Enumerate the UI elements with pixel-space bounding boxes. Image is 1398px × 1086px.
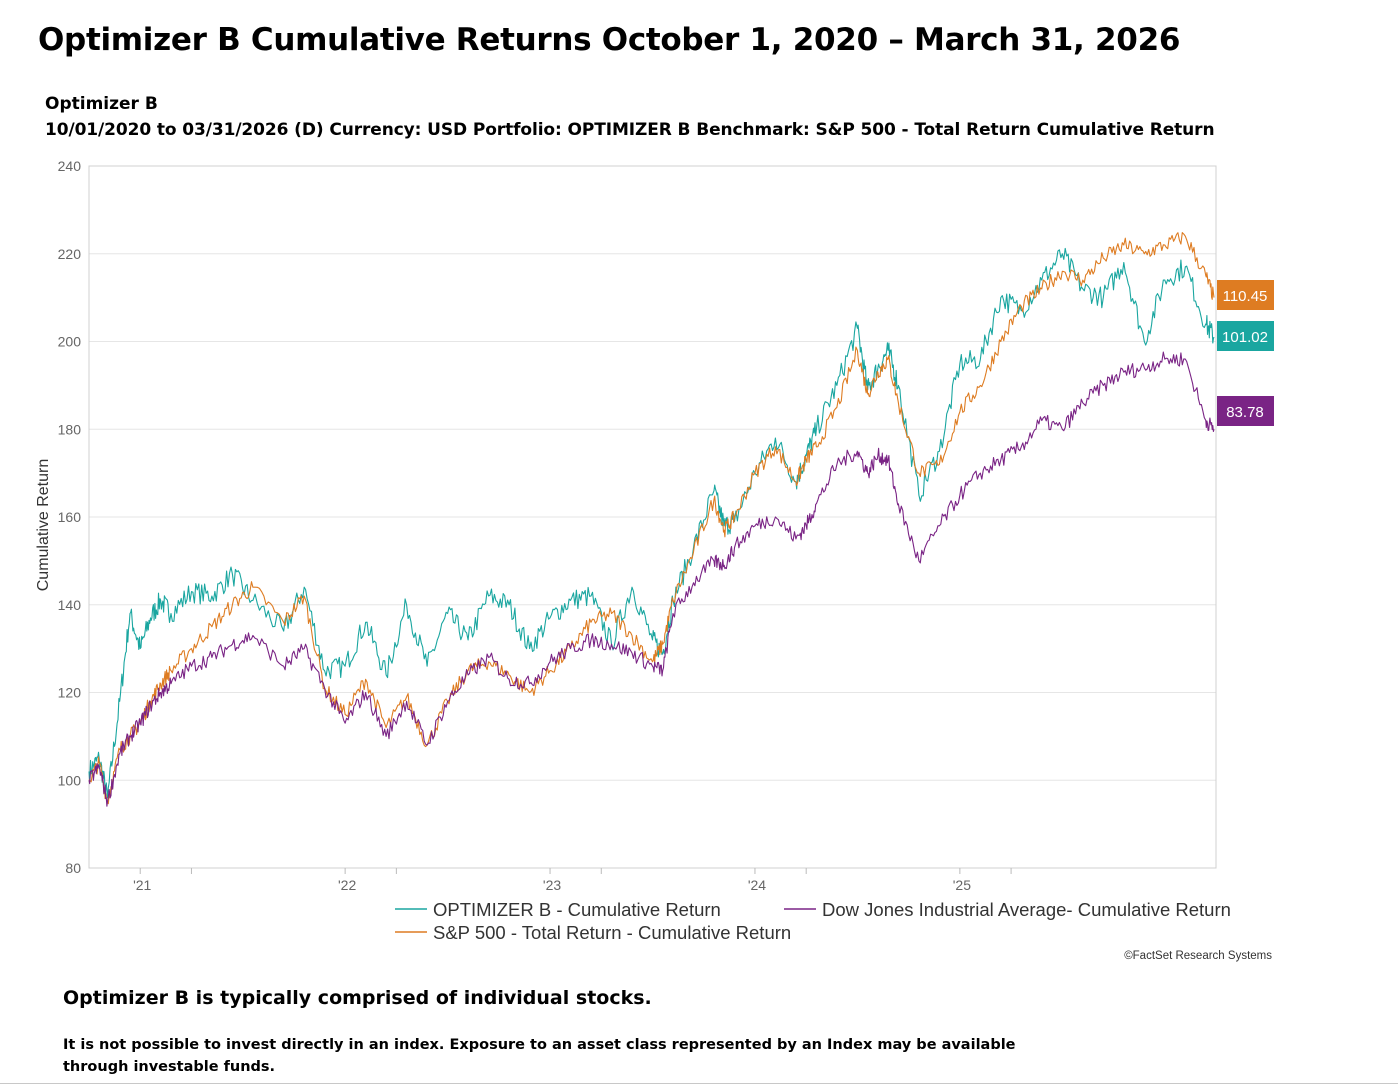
copyright-text: ©FactSet Research Systems: [1124, 950, 1272, 962]
y-tick-label: 240: [58, 158, 82, 174]
legend-label-dow-jones: Dow Jones Industrial Average- Cumulative…: [822, 899, 1231, 920]
y-tick-label: 100: [58, 772, 82, 788]
end-label-badge-optimizer-b: [1217, 321, 1274, 351]
series-lines: [88, 232, 1215, 807]
end-label-badge-sp500: [1217, 280, 1274, 310]
series-line-optimizer-b: [88, 247, 1215, 799]
end-label-dow-jones: 83.78: [1226, 404, 1264, 421]
series-line-sp500: [88, 232, 1215, 805]
bottom-divider: [0, 1083, 1398, 1084]
end-label-optimizer-b: 101.02: [1222, 329, 1268, 346]
chart-subtitle-name: Optimizer B: [45, 94, 158, 114]
y-tick-label: 80: [65, 860, 81, 876]
y-tick-label: 120: [58, 685, 82, 701]
end-labels: 101.02 110.45 83.78: [1217, 280, 1274, 426]
y-tick-label: 200: [58, 334, 82, 350]
plot-frame: [88, 165, 1217, 869]
legend-label-optimizer-b: OPTIMIZER B - Cumulative Return: [433, 899, 721, 920]
y-axis-label: Cumulative Return: [35, 459, 52, 592]
end-label-sp500: 110.45: [1223, 288, 1268, 305]
page-title: Optimizer B Cumulative Returns October 1…: [38, 22, 1181, 58]
legend-label-sp500: S&P 500 - Total Return - Cumulative Retu…: [433, 922, 791, 943]
chart-subtitle-details: 10/01/2020 to 03/31/2026 (D) Currency: U…: [45, 120, 1215, 140]
y-tick-label: 180: [58, 421, 82, 437]
composition-note: Optimizer B is typically comprised of in…: [63, 987, 652, 1009]
x-tick-label: '21: [133, 877, 151, 893]
y-tick-label: 220: [58, 246, 82, 262]
x-tick-label: '23: [543, 877, 561, 893]
y-axis-ticks: 80 100 120 140 160 180 200 220 240: [58, 158, 82, 876]
x-tick-label: '25: [953, 877, 971, 893]
end-label-badge-dow-jones: [1217, 396, 1274, 426]
x-tick-label: '24: [748, 877, 766, 893]
x-tick-label: '22: [338, 877, 356, 893]
series-line-dow-jones: [88, 351, 1215, 807]
y-tick-label: 160: [58, 509, 82, 525]
x-axis-ticks: '21 '22 '23 '24 '25: [133, 868, 1012, 893]
y-tick-label: 140: [58, 597, 82, 613]
index-disclaimer: It is not possible to invest directly in…: [63, 1037, 1016, 1075]
